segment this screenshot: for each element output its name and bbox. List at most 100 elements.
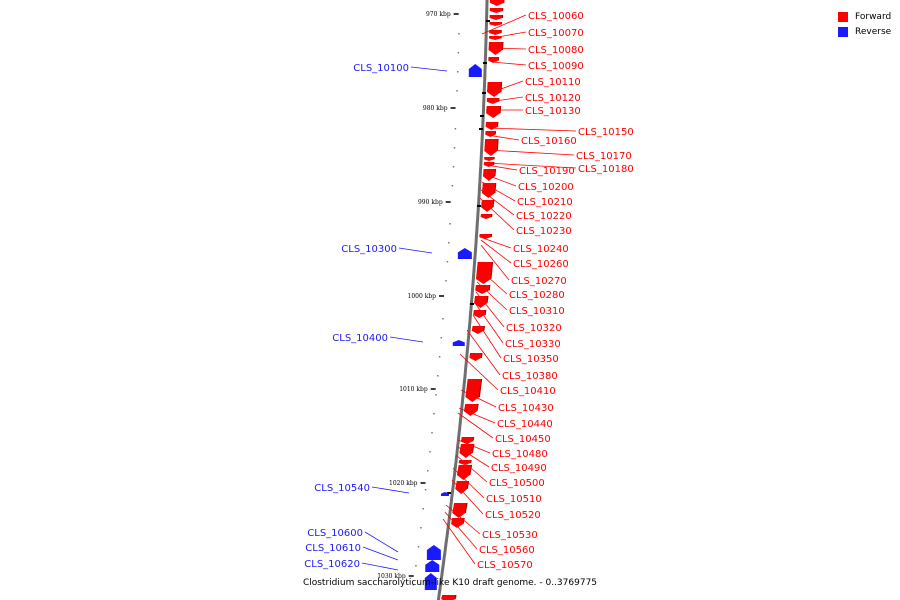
forward-gene <box>489 22 502 26</box>
forward-label-leader <box>491 47 527 50</box>
ruler-minor-tick <box>417 546 420 548</box>
forward-gene-label: CLS_10130 <box>525 106 581 117</box>
reverse-swatch <box>838 26 848 37</box>
forward-gene <box>489 8 503 13</box>
forward-label-leader <box>489 80 524 94</box>
reverse-gene-label: CLS_10620 <box>304 559 360 570</box>
gene-shade <box>490 261 494 280</box>
forward-label-leader <box>458 407 496 424</box>
forward-label-leader <box>460 389 497 408</box>
forward-gene-label: CLS_10530 <box>482 530 538 541</box>
reverse-label-leader <box>398 247 433 254</box>
reverse-gene-label: CLS_10400 <box>332 333 388 344</box>
gene-shade <box>478 378 483 398</box>
forward-gene <box>488 57 499 63</box>
gene-shade <box>466 480 470 490</box>
forward-gene <box>481 200 494 212</box>
ruler-minor-tick <box>458 33 460 35</box>
forward-label-leader <box>442 518 476 565</box>
forward-label-leader <box>476 281 508 311</box>
gene-boundary-tick <box>470 303 474 305</box>
forward-label-leader <box>451 479 484 515</box>
forward-gene <box>480 214 492 219</box>
forward-label-leader <box>445 504 481 535</box>
gene-shade <box>496 138 499 152</box>
forward-label-leader <box>483 173 517 187</box>
reverse-gene <box>424 573 437 590</box>
reverse-gene <box>426 545 441 560</box>
forward-gene-label: CLS_10490 <box>491 463 547 474</box>
forward-gene-label: CLS_10200 <box>518 182 574 193</box>
gene-shade <box>486 295 489 304</box>
legend: Forward Reverse <box>838 9 891 39</box>
forward-gene <box>485 122 498 130</box>
ruler-minor-tick <box>445 280 447 282</box>
gene-shade <box>484 309 487 315</box>
gene-shade <box>462 517 465 525</box>
forward-gene-label: CLS_10310 <box>509 306 565 317</box>
forward-gene-label: CLS_10150 <box>578 127 634 138</box>
forward-label-leader <box>486 134 520 141</box>
forward-label-leader <box>481 181 516 202</box>
forward-label-leader <box>457 446 490 468</box>
forward-label-leader <box>477 267 508 295</box>
reverse-label-leader <box>410 66 448 72</box>
reverse-label-leader <box>361 562 399 571</box>
gene-shade <box>454 594 457 600</box>
forward-gene <box>456 465 472 480</box>
ruler-label: 980 kbp <box>423 105 448 112</box>
forward-gene-label: CLS_10170 <box>576 151 632 162</box>
genome-caption: Clostridium saccharolyticum-like K10 dra… <box>302 578 598 588</box>
ruler-label: 1020 kbp <box>389 480 418 487</box>
legend-item-reverse: Reverse <box>838 24 891 39</box>
forward-gene-label: CLS_10180 <box>578 164 634 175</box>
ruler-minor-tick <box>457 52 460 54</box>
forward-gene-label: CLS_10210 <box>517 197 573 208</box>
forward-gene-label: CLS_10570 <box>477 560 533 571</box>
gene-boundary-tick <box>486 20 490 22</box>
ruler-label: 970 kbp <box>426 11 451 18</box>
forward-gene <box>486 106 501 118</box>
forward-gene-label: CLS_10120 <box>525 93 581 104</box>
gene-shade <box>492 199 495 208</box>
reverse-gene-label: CLS_10100 <box>353 63 409 74</box>
forward-label-leader <box>444 511 478 550</box>
forward-label-leader <box>457 412 494 439</box>
forward-gene-label: CLS_10060 <box>528 11 584 22</box>
forward-label-leader <box>486 149 575 156</box>
forward-label-leader <box>485 164 518 171</box>
forward-gene-label: CLS_10080 <box>528 45 584 56</box>
forward-gene-label: CLS_10430 <box>498 403 554 414</box>
forward-gene <box>482 169 496 181</box>
forward-gene-label: CLS_10510 <box>486 494 542 505</box>
forward-gene <box>489 30 502 35</box>
gene-shade <box>488 284 491 291</box>
gene-shade <box>470 459 472 464</box>
gene-boundary-tick <box>480 115 484 117</box>
forward-gene-label: CLS_10190 <box>519 166 575 177</box>
forward-label-leader <box>481 14 527 35</box>
ruler-label: 1000 kbp <box>408 293 437 300</box>
ruler-minor-tick <box>412 584 415 586</box>
reverse-gene-label: CLS_10540 <box>314 483 370 494</box>
forward-gene <box>487 82 502 97</box>
gene-shade <box>500 81 503 93</box>
forward-gene <box>484 139 499 156</box>
forward-gene <box>460 437 474 444</box>
reverse-gene-label: CLS_10300 <box>341 244 397 255</box>
reverse-gene-label: CLS_10600 <box>307 528 363 539</box>
ruler-minor-tick <box>433 413 435 415</box>
gene-boundary-tick <box>479 128 483 130</box>
forward-gene <box>455 481 469 494</box>
forward-gene-label: CLS_10220 <box>516 211 572 222</box>
forward-label-leader <box>487 127 577 132</box>
forward-label-leader <box>479 197 515 231</box>
ruler-minor-tick <box>448 242 450 244</box>
forward-gene-label: CLS_10330 <box>505 339 561 350</box>
ruler-minor-tick <box>453 147 456 149</box>
forward-label-leader <box>457 439 491 454</box>
ruler-minor-tick <box>437 375 439 377</box>
forward-gene-label: CLS_10480 <box>492 449 548 460</box>
ruler-minor-tick <box>431 432 433 434</box>
